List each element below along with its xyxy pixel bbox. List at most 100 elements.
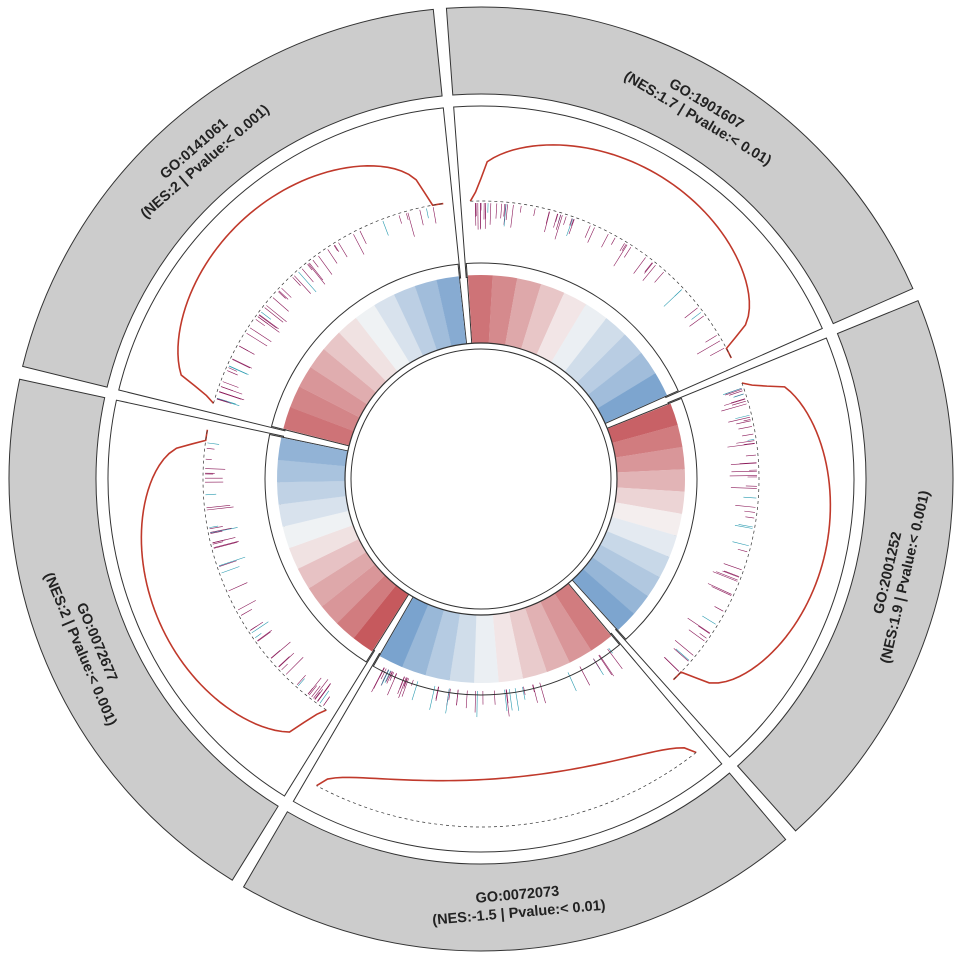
gene-hit-line [209, 525, 219, 528]
heatmap-cell [524, 601, 570, 673]
gene-hit-line [281, 288, 292, 298]
gene-hit-line [738, 524, 753, 528]
gene-hit-line [228, 582, 248, 592]
gene-hit-line [206, 506, 234, 511]
gene-hit-line [712, 571, 738, 582]
gene-hit-line [731, 398, 746, 404]
gene-hit-line [687, 617, 711, 634]
heatmap-cell [401, 604, 444, 676]
gene-hit-line [272, 297, 289, 312]
heatmap-cell [414, 279, 452, 351]
gene-hit-line [258, 314, 277, 329]
gene-hit-line [240, 608, 253, 616]
gene-hit-line [285, 657, 304, 675]
gene-hit-line [222, 381, 239, 388]
gene-hit-line [317, 683, 331, 702]
gene-hit-line [311, 685, 321, 698]
gene-hit-line [747, 439, 755, 441]
gene-hit-line [714, 606, 724, 612]
gene-hit-line [544, 211, 550, 233]
heatmap-cell [582, 557, 648, 615]
gene-hit-line [601, 233, 609, 248]
sector-band [445, 6, 914, 325]
gene-hit-line [644, 262, 653, 274]
gene-hit-line [545, 211, 550, 224]
gene-hit-line [399, 676, 405, 689]
gene-hit-line [212, 537, 236, 544]
gene-hit-line [733, 393, 744, 398]
gene-hit-line [500, 203, 503, 219]
gene-hit-line [333, 245, 338, 252]
gene-hit-line [642, 264, 656, 281]
gene-hit-line [710, 347, 725, 357]
gene-hit-line [261, 311, 272, 320]
gene-hit-line [566, 218, 573, 237]
gene-hit-line [206, 505, 231, 509]
gene-hit-line [338, 242, 348, 258]
gene-hit-line [314, 692, 321, 700]
gene-hit-line [313, 679, 329, 699]
heatmap-cell [612, 424, 683, 458]
gene-hit-line [732, 541, 749, 547]
label-band-layer [8, 6, 954, 952]
gene-hit-line [406, 213, 409, 220]
heatmap-cell [336, 575, 397, 639]
gene-hit-line [232, 358, 252, 369]
gene-hit-line [533, 208, 536, 216]
gene-hit-line [246, 332, 268, 347]
gene-hit-line [319, 690, 330, 704]
gene-hit-line [539, 682, 546, 704]
gene-hit-line [730, 487, 757, 489]
gene-hit-line [255, 319, 266, 327]
heatmap-cell [505, 278, 542, 350]
gene-hit-line [555, 213, 559, 222]
gene-hit-line [593, 658, 601, 670]
gene-hit-line [317, 683, 331, 702]
gene-hit-line [257, 316, 269, 325]
gene-hit-line [205, 468, 226, 470]
heatmap-cell [355, 305, 410, 372]
heatmap-cell [611, 502, 682, 536]
gene-hit-line [296, 674, 306, 685]
heatmap-cell [297, 538, 367, 589]
gene-hit-line [266, 305, 287, 322]
heatmap-cell [554, 583, 612, 651]
gene-hit-line [737, 548, 748, 553]
gene-hit-line [219, 560, 237, 567]
gene-hit-line [318, 255, 333, 275]
gene-hit-line [334, 244, 340, 253]
gene-hit-line [722, 570, 740, 578]
gene-hit-line [219, 391, 245, 401]
gene-hit-line [278, 291, 286, 299]
gene-hit-line [684, 307, 698, 319]
heatmap-cell [600, 530, 670, 578]
heatmap-cell [308, 551, 375, 607]
gene-hit-line [735, 504, 756, 508]
gene-hit-line [584, 225, 591, 238]
heatmap-cell [564, 318, 626, 383]
gene-hit-line [522, 686, 526, 700]
gene-hit-line [510, 204, 514, 228]
gene-hit-line [382, 220, 389, 236]
gene-hit-line [563, 216, 567, 225]
gene-hit-line [307, 687, 313, 695]
gene-hit-line [314, 689, 323, 700]
sector-band [22, 8, 443, 388]
gene-hit-line [384, 670, 391, 683]
gene-hit-line [613, 244, 628, 267]
gene-hit-line [569, 218, 573, 226]
gene-hit-line [255, 633, 262, 638]
zero-baseline [213, 203, 444, 404]
gene-hit-line [221, 566, 240, 574]
gene-hit-line [229, 365, 249, 375]
gene-hit-line [663, 289, 682, 307]
gene-hit-line [673, 648, 689, 662]
running-score-line [177, 165, 444, 404]
gene-hit-line [251, 621, 269, 634]
gene-hit-line [698, 625, 710, 634]
gene-hit-line [724, 570, 740, 577]
gene-hit-line [308, 685, 317, 696]
gene-hit-line [389, 671, 393, 678]
heatmap-cell [467, 275, 493, 344]
